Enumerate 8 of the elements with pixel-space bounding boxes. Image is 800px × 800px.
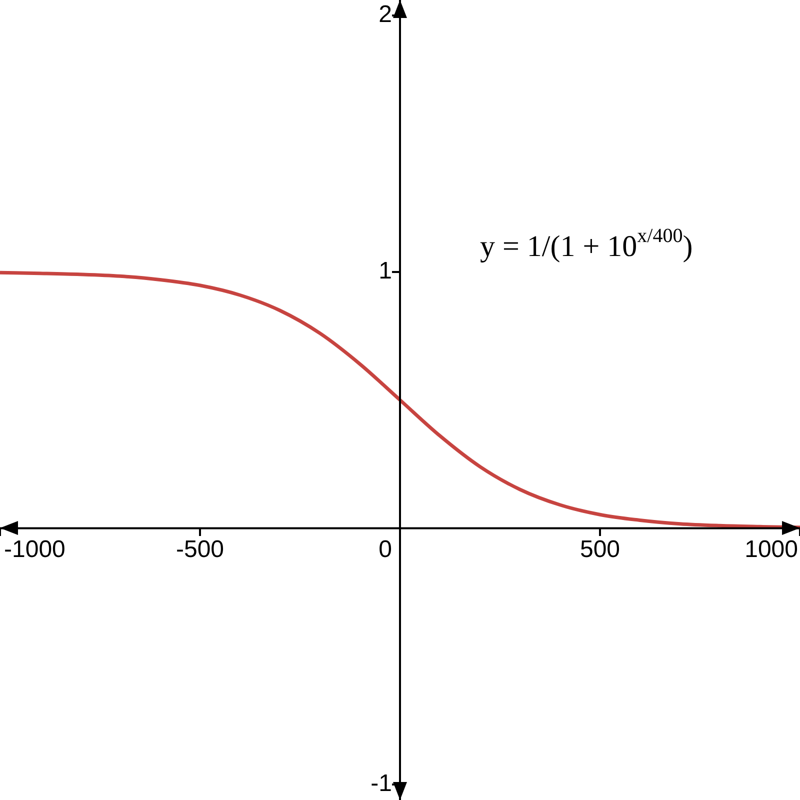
x-tick-label: -500 [176, 536, 224, 563]
x-tick-label: -1000 [4, 536, 66, 563]
x-tick-label: 0 [378, 536, 392, 563]
x-tick-label: 1000 [744, 536, 798, 563]
x-tick-label: 500 [580, 536, 620, 563]
y-tick-label: -1 [370, 770, 392, 798]
y-tick-label: 2 [378, 1, 392, 28]
y-tick-label: 1 [378, 257, 392, 284]
